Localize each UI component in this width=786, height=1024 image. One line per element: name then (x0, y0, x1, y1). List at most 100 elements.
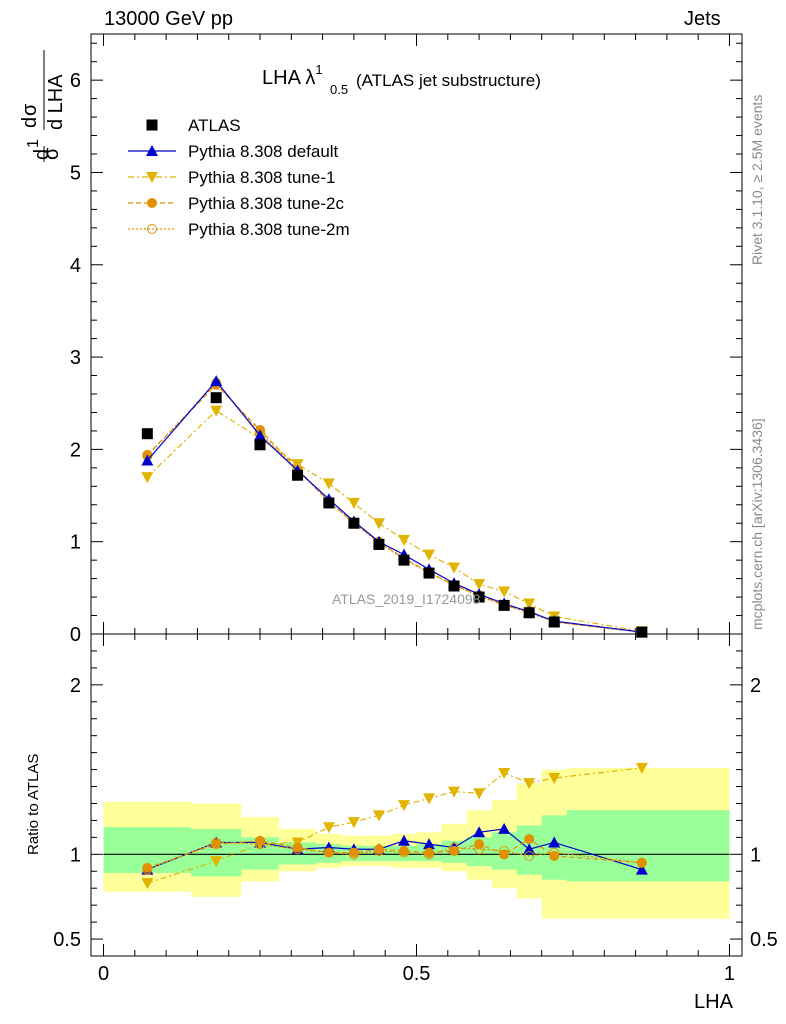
ratio-point-pythia-8-308-tune-1 (423, 793, 436, 805)
point-atlas (523, 607, 535, 619)
ratio-point-pythia-8-308-tune-2m (636, 857, 647, 868)
ratio-y-tick-label: 2 (70, 675, 81, 697)
ratio-point-pythia-8-308-tune-2m (211, 837, 222, 848)
ratio-point-pythia-8-308-tune-2m (373, 845, 384, 856)
point-atlas (473, 591, 485, 603)
upper-y-tick-label: 0 (70, 624, 81, 646)
point-atlas (210, 392, 222, 404)
point-pythia-8-308-tune-1 (347, 497, 360, 509)
upper-y-axis-label: d σ 1 d σ d LHA (19, 50, 67, 162)
mcplots-source: mcplots.cern.ch [arXiv:1306.3436] (749, 418, 765, 630)
upper-y-tick-label: 1 (70, 532, 81, 554)
upper-y-tick-label: 5 (70, 162, 81, 184)
upper-y-tick-label: 4 (70, 255, 81, 277)
ratio-y-tick-label: 0.5 (53, 929, 81, 951)
ratio-point-pythia-8-308-tune-2m (424, 849, 435, 860)
ratio-point-pythia-8-308-tune-1 (141, 878, 154, 890)
ratio-point-pythia-8-308-tune-2m (398, 847, 409, 858)
ratio-point-pythia-8-308-tune-2c (474, 839, 485, 850)
point-pythia-8-308-tune-1 (397, 534, 410, 546)
ratio-point-pythia-8-308-tune-2m (292, 844, 303, 855)
ratio-y-tick-label-right: 1 (750, 844, 761, 866)
legend: ATLAS Pythia 8.308 default Pythia 8.308 tu… (128, 116, 350, 239)
ratio-line-pythia-8-308-tune-2m (147, 841, 642, 871)
ratio-point-pythia-8-308-tune-2m (474, 844, 485, 855)
ratio-point-pythia-8-308-tune-1 (372, 810, 385, 822)
upper-panel: 0 1 2 3 4 5 6 ATLAS Pythia 8.308 default Pythia 8… (70, 33, 743, 646)
ratio-point-pythia-8-308-tune-2m (255, 839, 266, 850)
ratio-y-tick-label-right: 0.5 (750, 929, 778, 951)
svg-text:d LHA: d LHA (45, 74, 67, 130)
ratio-point-pythia-8-308-tune-2m (323, 847, 334, 858)
ratio-point-pythia-8-308-tune-1 (473, 788, 486, 800)
point-pythia-8-308-default (254, 429, 267, 441)
chart-title: LHA λ1 (262, 62, 323, 89)
ratio-point-pythia-8-308-tune-1 (210, 856, 223, 868)
point-atlas (636, 626, 648, 638)
upper-y-tick-label: 2 (70, 439, 81, 461)
point-pythia-8-308-tune-1 (372, 518, 385, 530)
point-atlas (423, 567, 435, 579)
inner-uncertainty-band (541, 815, 567, 880)
ratio-point-pythia-8-308-default (635, 863, 648, 875)
ratio-point-pythia-8-308-tune-2m (449, 842, 460, 853)
ratio-y-tick-label: 1 (70, 844, 81, 866)
analysis-watermark: ATLAS_2019_I1724098 (332, 591, 481, 607)
ratio-point-pythia-8-308-tune-1 (397, 800, 410, 812)
ratio-point-pythia-8-308-default (548, 836, 561, 848)
ratio-point-pythia-8-308-tune-1 (635, 762, 648, 774)
ratio-y-axis-label: Ratio to ATLAS (25, 754, 42, 855)
ratio-point-pythia-8-308-tune-2m (549, 847, 560, 858)
rivet-info: Rivet 3.1.10, ≥ 2.5M events (749, 95, 765, 265)
chart-title-subscript: 0.5 (330, 82, 348, 97)
ratio-point-pythia-8-308-tune-2m (348, 849, 359, 860)
x-tick-label: 1 (724, 963, 735, 985)
chart-subtitle: (ATLAS jet substructure) (356, 71, 541, 90)
x-tick-label: 0 (98, 963, 109, 985)
legend-marker-pythia-8-308-tune-1 (146, 172, 158, 183)
point-atlas (373, 538, 385, 550)
ratio-point-pythia-8-308-default (498, 822, 511, 834)
upper-y-tick-label: 3 (70, 347, 81, 369)
point-atlas (348, 517, 360, 529)
ratio-point-pythia-8-308-tune-2c (524, 834, 535, 845)
ratio-point-pythia-8-308-tune-1 (322, 822, 335, 834)
series-line-pythia-8-308-tune-2m (146, 382, 642, 633)
legend-marker-atlas (146, 119, 158, 131)
ratio-point-pythia-8-308-tune-2m (499, 845, 510, 856)
ratio-point-pythia-8-308-tune-2c (499, 849, 510, 860)
ratio-panel: 0.5 0.5 1 1 2 2 0 0.5 1 (53, 633, 778, 985)
ratio-point-pythia-8-308-tune-2c (549, 851, 560, 862)
legend-label-atlas: ATLAS (188, 116, 241, 135)
legend-label-pythia-8-308-tune-2c: Pythia 8.308 tune-2c (188, 194, 344, 213)
legend-marker-pythia-8-308-default (146, 145, 158, 156)
svg-text:d: d (31, 149, 53, 160)
ratio-point-pythia-8-308-default (473, 826, 486, 838)
legend-marker-pythia-8-308-tune-2m (147, 224, 157, 234)
point-pythia-8-308-tune-1 (498, 586, 511, 598)
ratio-y-tick-label-right: 2 (750, 675, 761, 697)
process-label: Jets (684, 8, 721, 30)
upper-y-tick-label: 6 (70, 70, 81, 92)
ratio-point-pythia-8-308-tune-1 (523, 778, 536, 790)
ratio-point-pythia-8-308-tune-1 (448, 786, 461, 798)
ratio-point-pythia-8-308-tune-2c (255, 835, 266, 846)
ratio-point-pythia-8-308-default (397, 834, 410, 846)
svg-text:σ: σ (19, 103, 41, 116)
point-pythia-8-308-tune-1 (210, 405, 223, 417)
legend-label-pythia-8-308-tune-2m: Pythia 8.308 tune-2m (188, 220, 350, 239)
point-atlas (498, 599, 510, 611)
svg-text:σ: σ (41, 147, 63, 160)
ratio-point-pythia-8-308-tune-2m (524, 851, 535, 862)
ratio-point-pythia-8-308-tune-2c (449, 845, 460, 856)
ratio-line-pythia-8-308-tune-2c (147, 838, 642, 869)
legend-marker-pythia-8-308-tune-2c (147, 198, 157, 208)
ratio-point-pythia-8-308-tune-1 (548, 773, 561, 785)
point-pythia-8-308-tune-1 (448, 562, 461, 574)
ratio-point-pythia-8-308-default (523, 843, 536, 855)
svg-text:d: d (19, 117, 41, 128)
point-atlas (548, 616, 560, 628)
point-pythia-8-308-tune-1 (473, 579, 486, 591)
ratio-point-pythia-8-308-default (423, 838, 436, 850)
